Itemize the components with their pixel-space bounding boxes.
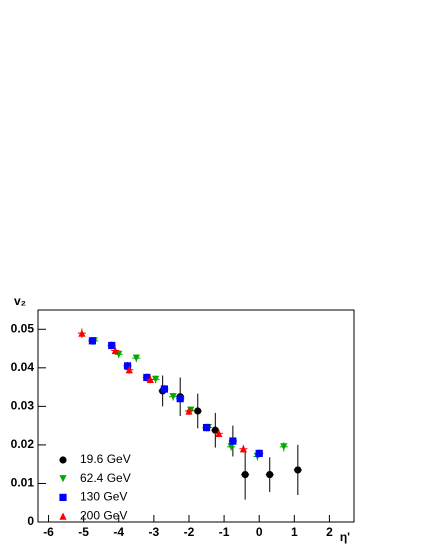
data-point bbox=[194, 407, 202, 415]
data-point bbox=[294, 466, 302, 474]
legend-marker bbox=[59, 475, 67, 483]
data-point bbox=[78, 329, 86, 337]
y-tick-label: 0.04 bbox=[11, 360, 35, 374]
legend-marker bbox=[59, 456, 67, 464]
y-tick-label: 0.02 bbox=[11, 437, 35, 451]
data-point bbox=[88, 337, 97, 345]
data-point bbox=[255, 449, 263, 457]
legend-label: 19.6 GeV bbox=[80, 452, 131, 466]
data-point bbox=[152, 375, 160, 383]
data-point bbox=[125, 366, 133, 374]
data-point bbox=[132, 354, 140, 362]
x-tick-label: -6 bbox=[43, 525, 54, 539]
data-point bbox=[123, 362, 132, 370]
x-tick-label: 0 bbox=[256, 525, 263, 539]
y-tick-label: 0.05 bbox=[11, 321, 35, 335]
data-point bbox=[176, 395, 184, 403]
data-point bbox=[146, 375, 154, 383]
y-tick-label: 0.03 bbox=[11, 399, 35, 413]
data-point bbox=[202, 423, 211, 432]
x-tick-label: -1 bbox=[219, 525, 230, 539]
y-tick-label: 0.01 bbox=[11, 476, 35, 490]
x-tick-label: -5 bbox=[78, 525, 89, 539]
x-axis-label: η' bbox=[340, 530, 350, 544]
legend-label: 62.4 GeV bbox=[80, 471, 131, 485]
data-point bbox=[239, 445, 247, 453]
data-point bbox=[169, 393, 177, 401]
legend-label: 200 GeV bbox=[80, 508, 127, 522]
data-point bbox=[241, 470, 249, 479]
y-tick-label: 0 bbox=[27, 514, 34, 528]
data-point bbox=[160, 385, 168, 393]
x-tick-label: 1 bbox=[291, 525, 298, 539]
x-tick-label: -3 bbox=[149, 525, 160, 539]
y-axis-label: v₂ bbox=[14, 294, 26, 308]
data-point bbox=[143, 373, 151, 382]
data-point bbox=[108, 341, 116, 350]
legend-label: 130 GeV bbox=[80, 490, 127, 504]
data-point bbox=[211, 426, 219, 434]
data-point bbox=[280, 443, 288, 451]
data-point bbox=[266, 470, 274, 479]
data-point bbox=[229, 437, 237, 445]
data-point bbox=[227, 443, 235, 451]
data-point bbox=[185, 407, 193, 415]
data-point bbox=[215, 429, 223, 437]
legend-marker bbox=[59, 512, 67, 520]
data-point bbox=[111, 346, 119, 355]
plot-frame bbox=[37, 309, 355, 523]
x-tick-label: -2 bbox=[184, 525, 195, 539]
legend-marker bbox=[59, 493, 67, 501]
x-tick-label: 2 bbox=[326, 525, 333, 539]
x-tick-label: -4 bbox=[113, 525, 124, 539]
